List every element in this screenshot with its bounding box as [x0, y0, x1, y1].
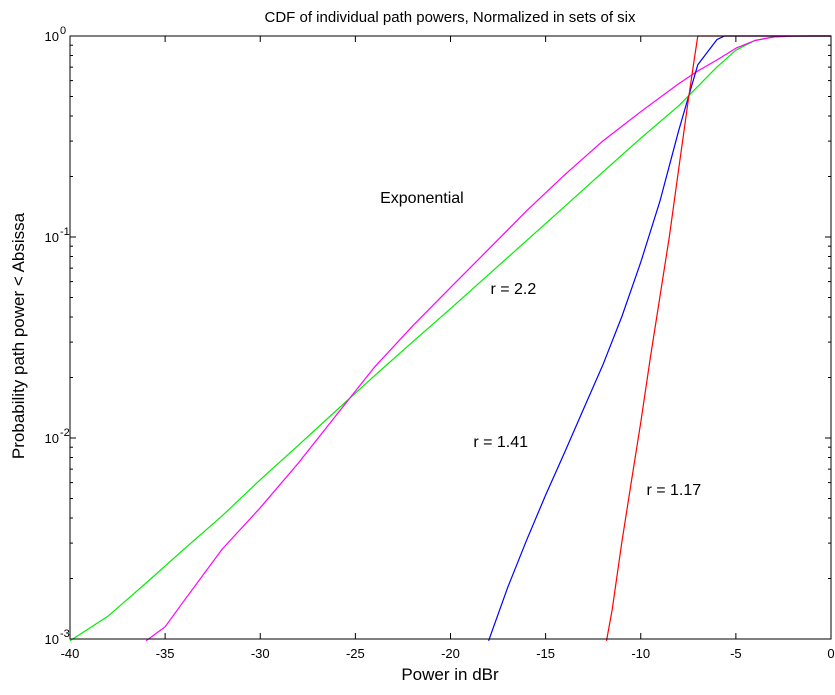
series-line-3 — [605, 35, 831, 641]
x-tick-label: 0 — [827, 646, 834, 661]
x-tick-label: -30 — [251, 646, 270, 661]
annotation-label: r = 2.2 — [490, 281, 536, 298]
annotation-label: r = 1.17 — [646, 482, 701, 499]
x-tick-label: -35 — [156, 646, 175, 661]
y-tick-exponent: -2 — [60, 427, 70, 439]
y-tick-exponent: -3 — [60, 628, 70, 640]
y-tick-label: 10 — [45, 29, 59, 44]
x-tick-label: -25 — [346, 646, 365, 661]
x-tick-label: -5 — [730, 646, 742, 661]
y-tick-exponent: 0 — [60, 25, 66, 37]
y-axis-title: Probability path power < Absissa — [9, 212, 28, 459]
y-tick-exponent: -1 — [60, 226, 70, 238]
x-axis-title: Power in dBr — [401, 665, 499, 684]
chart-title: CDF of individual path powers, Normalize… — [265, 9, 636, 26]
annotation-layer: Exponential r = 2.2 r = 1.41 r = 1.17 — [380, 190, 701, 499]
annotation-label: Exponential — [380, 190, 464, 207]
x-tick-label: -10 — [631, 646, 650, 661]
annotation-label: r = 1.41 — [473, 434, 528, 451]
series-layer — [69, 35, 831, 642]
x-tick-label: -20 — [441, 646, 460, 661]
y-tick-label: 10 — [45, 431, 59, 446]
y-tick-label: 10 — [45, 632, 59, 647]
series-line-2 — [488, 35, 831, 642]
x-tick-label: -40 — [61, 646, 80, 661]
x-tick-label: -15 — [536, 646, 555, 661]
y-tick-label: 10 — [45, 230, 59, 245]
series-line-1 — [145, 35, 831, 642]
